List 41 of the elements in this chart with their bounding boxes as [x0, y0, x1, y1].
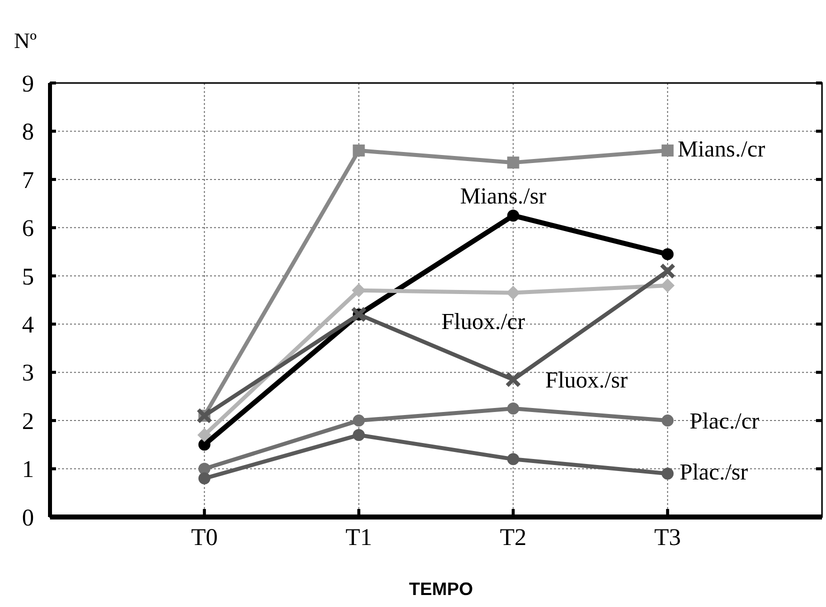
point	[660, 278, 675, 293]
series-label: Plac./sr	[680, 460, 748, 485]
x-tick-label: T0	[191, 525, 218, 551]
y-tick-label: 2	[22, 408, 34, 435]
point	[352, 414, 365, 427]
series-label: Fluox./sr	[545, 368, 628, 393]
point	[197, 428, 212, 442]
y-tick-label: 6	[22, 216, 34, 242]
x-tick-label: T1	[345, 525, 372, 551]
point	[662, 144, 674, 157]
point	[507, 402, 520, 414]
point	[198, 472, 210, 484]
point	[507, 210, 520, 222]
y-axis-title: Nº	[14, 28, 37, 53]
y-tick-label: 5	[22, 264, 34, 290]
point	[352, 429, 365, 442]
x-tick-label: T2	[500, 525, 527, 551]
series-label: Plac./cr	[690, 408, 760, 434]
x-axis-title: TEMPO	[408, 579, 474, 599]
y-tick-label: 9	[22, 71, 34, 98]
x-tick-label: T3	[654, 525, 681, 551]
point	[505, 372, 522, 388]
point	[352, 144, 365, 157]
y-tick-label: 4	[22, 312, 34, 339]
point	[662, 414, 674, 427]
y-tick-label: 1	[22, 457, 34, 484]
point	[662, 468, 674, 480]
y-tick-label: 0	[22, 505, 34, 532]
point	[506, 286, 520, 300]
y-tick-label: 7	[22, 168, 34, 194]
series-label: Fluox./cr	[441, 308, 526, 334]
series-label: Mians./cr	[678, 136, 766, 162]
series-label: Mians./sr	[460, 184, 547, 209]
point	[660, 263, 676, 280]
y-tick-label: 8	[22, 120, 34, 146]
y-tick-label: 3	[22, 360, 34, 387]
point	[507, 156, 520, 169]
point	[662, 248, 674, 260]
point	[198, 438, 210, 451]
point	[352, 283, 366, 298]
point	[507, 453, 520, 466]
